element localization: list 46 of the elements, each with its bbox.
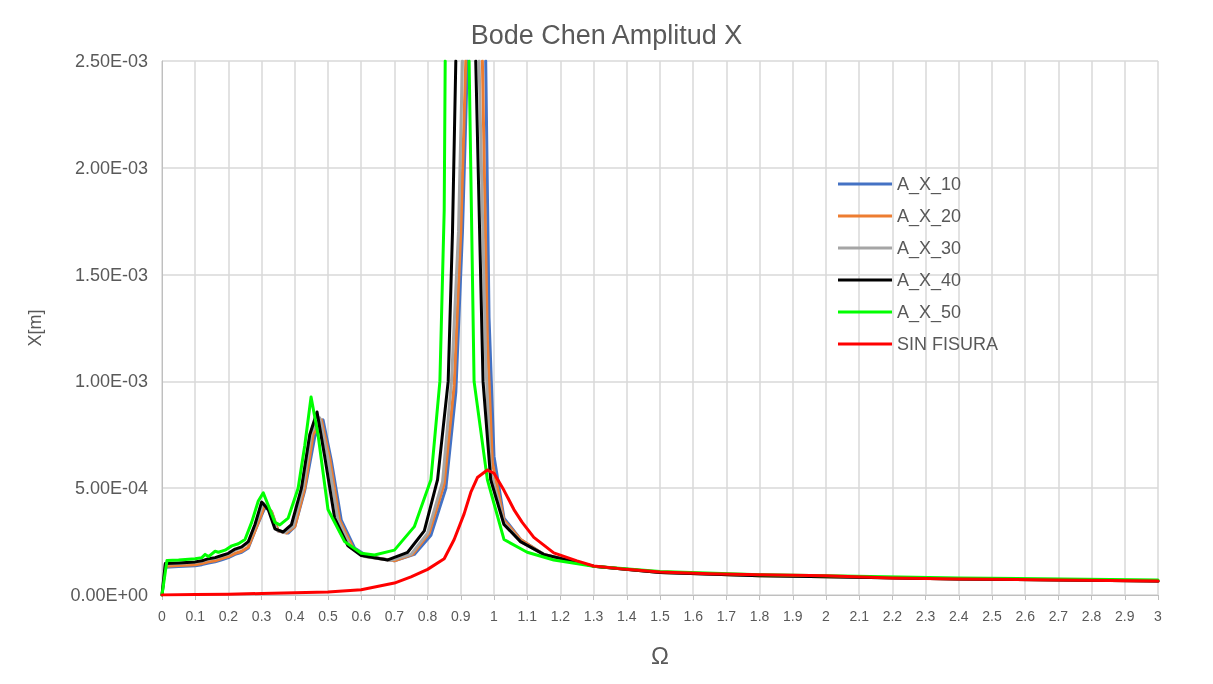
x-tick-label: 0: [158, 608, 167, 624]
x-tick-label: 0.7: [384, 608, 405, 624]
x-tick-label: 1.7: [716, 608, 737, 624]
x-tick-label: 0.6: [351, 608, 372, 624]
x-tick-label: 2.6: [1015, 608, 1036, 624]
x-tick-label: 2.4: [949, 608, 969, 624]
x-tick-label: 2.5: [982, 608, 1002, 624]
legend-label: A_X_20: [897, 206, 962, 227]
x-tick-label: 1.4: [617, 608, 637, 624]
legend-label: A_X_50: [897, 302, 962, 323]
legend-label: SIN FISURA: [897, 334, 999, 354]
x-tick-label: 0.2: [218, 608, 239, 624]
y-axis-title: X[m]: [25, 309, 45, 347]
x-tick-label: 0.8: [417, 608, 438, 624]
chart-title: Bode Chen Amplitud X: [470, 19, 743, 50]
x-tick-label: 2.8: [1081, 608, 1102, 624]
x-tick-label: 2.3: [915, 608, 936, 624]
legend-label: A_X_10: [897, 174, 962, 195]
x-tick-label: 1.3: [583, 608, 604, 624]
x-tick-label: 2.9: [1115, 608, 1135, 624]
x-tick-label: 0.9: [451, 608, 471, 624]
x-tick-label: 3: [1154, 608, 1163, 624]
y-tick-label: 5.00E-04: [74, 478, 148, 499]
x-tick-label: 1.2: [550, 608, 571, 624]
x-tick-label: 1.5: [650, 608, 670, 624]
legend-label: A_X_40: [897, 270, 962, 291]
x-tick-label: 1.9: [783, 608, 803, 624]
x-tick-label: 1.1: [517, 608, 538, 624]
x-tick-label: 2.7: [1048, 608, 1069, 624]
x-tick-label: 0.4: [285, 608, 305, 624]
x-tick-label: 0.5: [318, 608, 338, 624]
x-tick-label: 2.1: [849, 608, 870, 624]
y-tick-label: 2.00E-03: [74, 157, 148, 178]
x-tick-label: 2: [822, 608, 831, 624]
legend-label: A_X_30: [897, 238, 962, 259]
x-tick-label: 0.3: [251, 608, 272, 624]
x-axis-title: Ω: [651, 641, 669, 669]
y-tick-label: 0.00E+00: [70, 585, 148, 605]
y-tick-label: 1.00E-03: [74, 371, 148, 392]
y-tick-label: 2.50E-03: [74, 51, 148, 71]
x-tick-label: 1.8: [749, 608, 770, 624]
x-tick-label: 0.1: [185, 608, 206, 624]
x-tick-label: 1.6: [683, 608, 704, 624]
x-tick-label: 1: [490, 608, 499, 624]
y-tick-label: 1.50E-03: [74, 264, 148, 285]
x-tick-label: 2.2: [882, 608, 903, 624]
